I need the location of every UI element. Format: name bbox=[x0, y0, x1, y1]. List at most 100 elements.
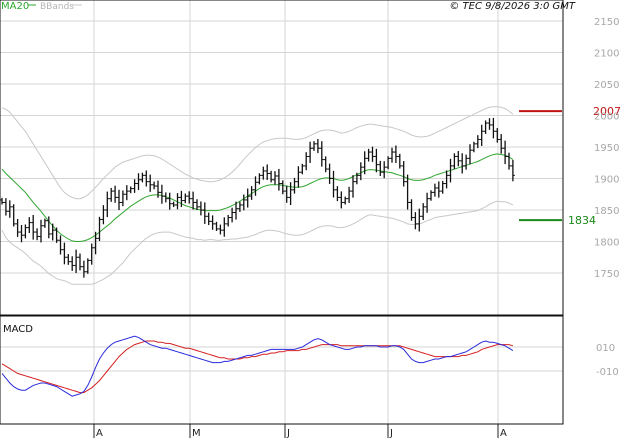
legend: MA20 BBands bbox=[1, 1, 82, 12]
ohlc-bar bbox=[222, 217, 227, 237]
ohlc-bar bbox=[460, 153, 465, 174]
ohlc-bar bbox=[136, 173, 141, 191]
ohlc-bar bbox=[507, 152, 511, 170]
ohlc-bar bbox=[27, 217, 32, 234]
ohlc-bar bbox=[249, 186, 254, 200]
ohlc-bar bbox=[117, 189, 121, 211]
ohlc-bar bbox=[358, 162, 363, 181]
ohlc-bar bbox=[237, 201, 242, 212]
ohlc-bar bbox=[343, 196, 348, 205]
ohlc-bar bbox=[3, 198, 8, 216]
ohlc-bar bbox=[397, 153, 402, 169]
macd-signal-line bbox=[1, 340, 514, 394]
ohlc-bar bbox=[456, 151, 461, 167]
ohlc-bar bbox=[58, 235, 63, 255]
ohlc-bar bbox=[39, 219, 43, 243]
ohlc-bar bbox=[429, 190, 433, 201]
ohlc-bar bbox=[70, 256, 75, 271]
ohlc-bar bbox=[230, 207, 235, 223]
price-tick-label: 1800 bbox=[594, 238, 619, 249]
ohlc-bar bbox=[245, 188, 250, 208]
price-tick-label: 2000 bbox=[594, 112, 619, 123]
month-label: J bbox=[286, 428, 290, 439]
ohlc-bar bbox=[421, 203, 426, 221]
ohlc-bar bbox=[503, 140, 508, 165]
ohlc-bar bbox=[214, 221, 219, 231]
macd-panel-frame bbox=[0, 315, 564, 425]
ohlc-bar bbox=[405, 174, 410, 210]
macd-lines bbox=[1, 335, 514, 397]
ohlc-bar bbox=[89, 243, 94, 265]
ohlc-bar bbox=[413, 212, 418, 230]
ohlc-bar bbox=[280, 180, 285, 195]
price-tick-label: 2050 bbox=[594, 80, 619, 91]
macd-title: MACD bbox=[3, 324, 33, 335]
price-tick-label: 1900 bbox=[594, 175, 619, 186]
ohlc-bar bbox=[253, 176, 258, 196]
timestamp: © TEC 9/8/2026 3:0 GMT bbox=[449, 1, 576, 12]
ohlc-bar bbox=[300, 163, 305, 175]
price-tick-label: 2100 bbox=[594, 49, 619, 60]
ohlc-bar bbox=[491, 117, 496, 139]
ohlc-bar bbox=[23, 224, 28, 239]
ohlc-bar bbox=[74, 249, 79, 274]
ohlc-bar bbox=[195, 199, 199, 211]
ohlc-bar bbox=[179, 190, 184, 208]
ohlc-bar bbox=[78, 253, 82, 271]
ohlc-bar bbox=[370, 146, 375, 162]
ohlc-bar bbox=[351, 175, 355, 198]
ohlc-bar bbox=[0, 197, 4, 205]
month-label: A bbox=[96, 428, 103, 439]
ohlc-bar bbox=[183, 193, 188, 204]
ohlc-bar bbox=[269, 170, 274, 183]
ohlc-bar bbox=[374, 148, 379, 173]
ohlc-bar bbox=[315, 138, 320, 154]
ohlc-bar bbox=[499, 134, 504, 154]
ohlc-bar bbox=[479, 124, 484, 146]
ohlc-bar bbox=[296, 166, 301, 188]
ohlc-bar bbox=[198, 201, 203, 216]
resistance-level-label: 2007 bbox=[593, 105, 621, 118]
ohlc-bar bbox=[417, 208, 422, 232]
ohlc-bar bbox=[19, 224, 24, 243]
legend-bbands: BBands bbox=[40, 2, 74, 12]
ohlc-bar bbox=[171, 201, 176, 208]
ohlc-bar bbox=[452, 153, 457, 170]
ohlc-bar bbox=[152, 181, 157, 190]
ohlc-bar bbox=[261, 166, 266, 180]
legend-ma20: MA20 bbox=[1, 1, 29, 12]
ohlc-bar bbox=[241, 194, 246, 211]
ohlc-bar bbox=[175, 193, 180, 210]
ohlc-bar bbox=[156, 180, 160, 198]
ohlc-bar bbox=[292, 177, 297, 194]
ohlc-bar bbox=[495, 128, 500, 143]
ohlc-bar bbox=[276, 168, 281, 191]
ohlc-bar bbox=[148, 174, 153, 192]
ohlc-bar bbox=[85, 258, 90, 274]
month-label: A bbox=[500, 428, 507, 439]
ohlc-bar bbox=[257, 173, 262, 185]
ohlc-bar bbox=[66, 254, 71, 265]
ohlc-bar bbox=[448, 158, 453, 183]
ohlc-bar bbox=[113, 185, 118, 203]
ohlc-bar bbox=[362, 151, 367, 175]
ohlc-bar bbox=[409, 199, 414, 221]
bbands-upper-line bbox=[1, 106, 514, 200]
ohlc-bar bbox=[382, 161, 387, 179]
ohlc-bar bbox=[339, 191, 344, 209]
ohlc-bar bbox=[335, 186, 340, 202]
price-bars bbox=[0, 117, 515, 278]
ohlc-bar bbox=[308, 141, 313, 163]
ohlc-bar bbox=[288, 182, 293, 206]
price-tick-label: 2150 bbox=[594, 17, 619, 28]
ohlc-bar bbox=[11, 204, 16, 227]
month-label: J bbox=[389, 428, 393, 439]
ohlc-bar bbox=[159, 184, 164, 204]
ohlc-bar bbox=[234, 201, 238, 220]
price-axis: 1750 1800 1850 1900 1950 2000 2050 2100 2150 bbox=[594, 17, 619, 280]
ohlc-bar bbox=[432, 183, 437, 197]
ohlc-bar bbox=[62, 242, 67, 265]
ohlc-bar bbox=[284, 185, 289, 203]
